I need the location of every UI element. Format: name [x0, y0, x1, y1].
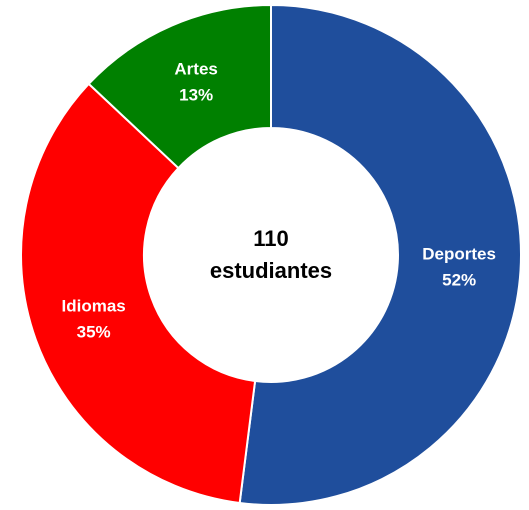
slice-value: 13%	[179, 85, 213, 104]
slice	[87, 3, 272, 170]
slice-value: 52%	[442, 270, 476, 289]
center-label: estudiantes	[210, 258, 332, 283]
slice-category: Deportes	[422, 244, 496, 263]
slice-category: Idiomas	[62, 296, 126, 315]
slice	[238, 3, 522, 506]
slice	[20, 82, 257, 505]
slice-value: 35%	[77, 322, 111, 341]
center-total: 110	[253, 226, 289, 251]
slice-category: Artes	[174, 59, 217, 78]
